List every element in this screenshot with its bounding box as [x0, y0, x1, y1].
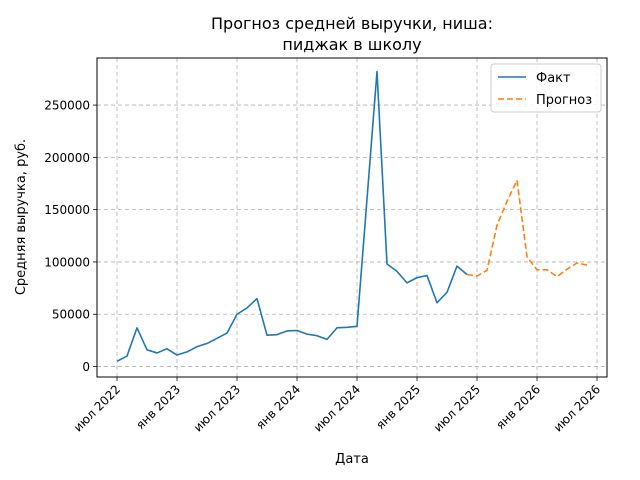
- y-tick-label: 50000: [52, 308, 90, 322]
- y-axis: 0 50000 100000 150000 200000 250000: [44, 99, 97, 374]
- legend: Факт Прогноз: [490, 63, 602, 113]
- grid: [97, 58, 607, 377]
- y-tick-label: 250000: [44, 99, 90, 113]
- legend-label-forecast: Прогноз: [536, 93, 592, 108]
- series-line-forecast: [466, 179, 588, 278]
- y-axis-title: Средняя выручка, руб.: [14, 139, 29, 295]
- y-tick-label: 200000: [44, 151, 90, 165]
- y-tick-label: 0: [82, 360, 90, 374]
- series-layer: [116, 70, 588, 363]
- y-tick-label: 100000: [44, 255, 90, 269]
- chart-title-line-2: пиджак в школу: [282, 35, 421, 54]
- chart-title-line-1: Прогноз средней выручки, ниша:: [211, 14, 493, 33]
- plot-frame: [96, 57, 608, 378]
- y-tick-label: 150000: [44, 203, 90, 217]
- x-axis-title: Дата: [335, 452, 369, 467]
- legend-label-fact: Факт: [536, 71, 571, 86]
- series-line-fact: [116, 70, 468, 363]
- legend-box: [490, 63, 602, 113]
